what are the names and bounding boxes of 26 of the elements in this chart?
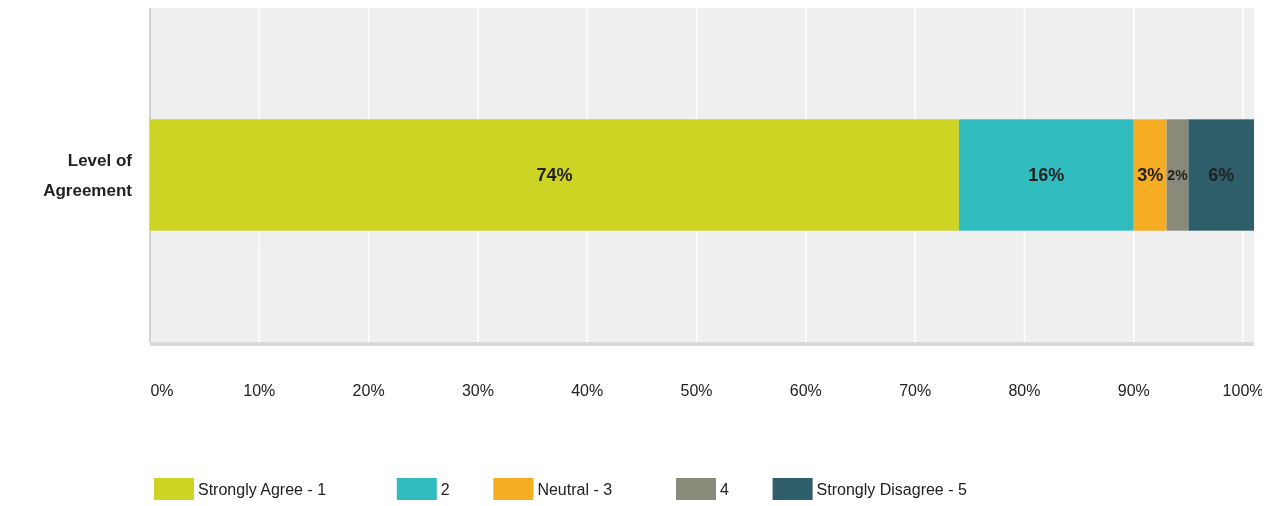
legend-label: Neutral - 3 [537,481,613,498]
data-label: 16% [1028,165,1065,186]
bar [958,119,1134,231]
x-tick-label: 30% [461,382,494,399]
x-tick-label: 20% [352,382,385,399]
x-tick-label: 10% [243,382,276,399]
data-label: 2% [1167,166,1189,183]
bar [150,119,959,231]
legend-label: Strongly Disagree - 5 [816,481,967,498]
bar [1166,119,1189,231]
x-tick-label: 50% [680,382,713,399]
x-tick-label: 40% [571,382,604,399]
data-label: 6% [1208,165,1235,186]
legend-label: Strongly Agree - 1 [198,481,327,498]
legend-label: 2 [440,481,450,498]
x-tick-label: 70% [899,382,932,399]
legend-label: 4 [720,481,729,498]
x-tick-label: 0% [150,382,174,399]
bar [1133,119,1167,231]
bar [1188,119,1254,231]
y-tick-label: Level of Agreement [43,150,133,200]
x-tick-label: 60% [789,382,822,399]
data-label: 74% [536,165,573,186]
x-tick-label: 80% [1008,382,1041,399]
x-tick-label: 90% [1117,382,1150,399]
data-label: 3% [1137,165,1164,186]
